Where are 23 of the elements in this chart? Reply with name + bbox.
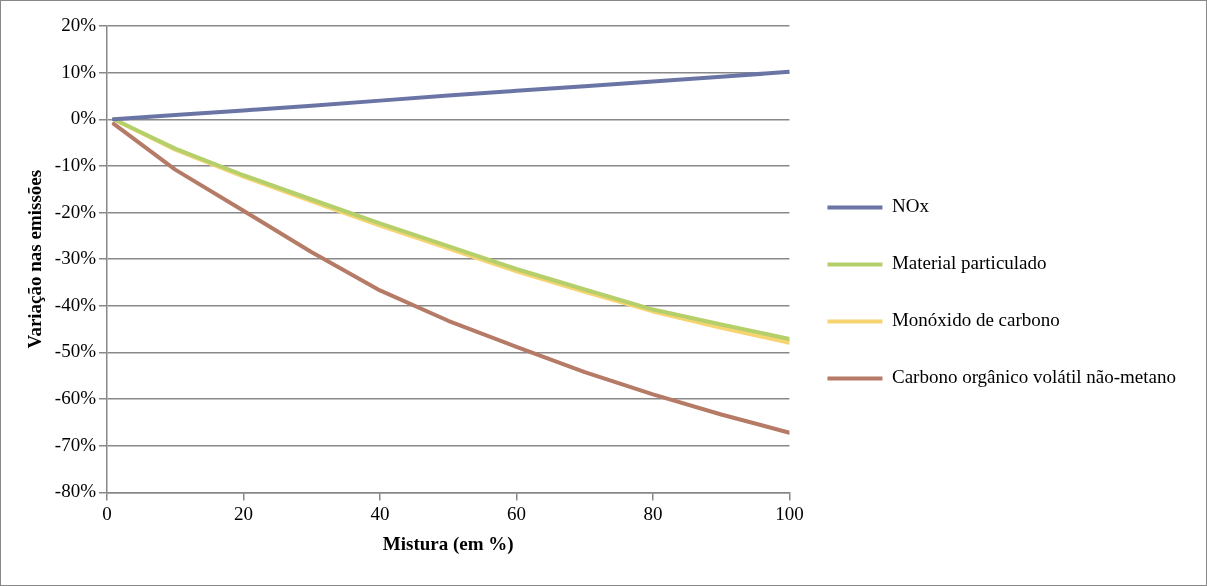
x-tick-label: 80 (643, 502, 663, 524)
x-tick-label: 60 (506, 502, 526, 524)
y-tick-label: -80% (54, 480, 97, 502)
legend-label: NOx (891, 195, 930, 217)
legend-label: Carbono orgânico volátil não-metano (891, 366, 1176, 388)
y-tick-label: -70% (54, 433, 97, 455)
x-tick-label: 40 (370, 502, 390, 524)
legend-label: Material particulado (891, 252, 1047, 274)
y-tick-label: 10% (61, 60, 97, 82)
y-axis-title: Variação nas emissões (24, 169, 46, 349)
legend-label: Monóxido de carbono (891, 309, 1060, 331)
y-tick-label: -50% (54, 340, 97, 362)
y-tick-label: -30% (54, 247, 97, 269)
x-axis-title: Mistura (em %) (382, 532, 514, 555)
y-tick-label: -60% (54, 387, 97, 409)
y-tick-label: -20% (54, 200, 97, 222)
y-tick-label: 20% (61, 13, 97, 35)
x-tick-label: 20 (233, 502, 253, 524)
y-tick-label: -10% (54, 153, 97, 175)
x-tick-label: 0 (102, 502, 112, 524)
y-tick-label: -40% (54, 293, 97, 315)
x-tick-label: 100 (775, 502, 804, 524)
y-tick-label: 0% (70, 107, 97, 129)
